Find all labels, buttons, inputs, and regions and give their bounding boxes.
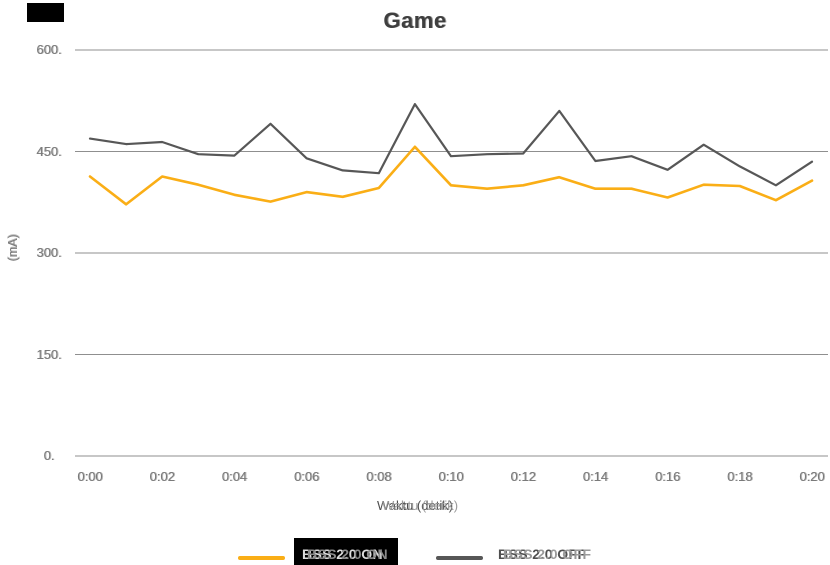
x-tick-label: 0:20 bbox=[799, 469, 825, 484]
x-tick-label: 0:12 bbox=[510, 469, 536, 484]
y-axis-title: (mA) bbox=[6, 234, 20, 262]
x-tick-label: 0:00 bbox=[77, 469, 103, 484]
series-line-off bbox=[88, 102, 814, 187]
black-artifact-box-legend bbox=[294, 538, 398, 565]
x-tick-label: 0:16 bbox=[654, 469, 681, 484]
black-artifact-box-top-left bbox=[27, 3, 64, 22]
legend-label-bss-off-text: BSS 2.0 OFF bbox=[498, 546, 587, 562]
x-tick-label: 0:10 bbox=[438, 469, 464, 484]
y-tick-label: 150. bbox=[36, 346, 62, 362]
chart-title: Game bbox=[383, 8, 447, 33]
x-tick-label: 0:08 bbox=[366, 469, 392, 484]
x-axis-title: Waktu (detik) Waktu (detik) bbox=[0, 498, 830, 514]
x-tick-label: 0:18 bbox=[727, 469, 753, 484]
y-tick-label: 300. bbox=[36, 245, 62, 260]
x-tick-label: 0:04 bbox=[221, 469, 248, 484]
x-axis-title-text: Waktu (detik) bbox=[376, 498, 454, 513]
legend-line-swatch-on bbox=[238, 556, 285, 560]
y-tick-label: 450. bbox=[36, 143, 62, 159]
legend-label-bss-on: BSS 2.0 ON BSS 2.0 ON bbox=[302, 546, 388, 563]
x-tick-label: 0:14 bbox=[582, 469, 609, 484]
legend-label-bss-off: BSS 2.0 OFF BSS 2.0 OFF bbox=[498, 546, 591, 563]
y-tick-label: 0. bbox=[43, 448, 55, 463]
x-tick-label: 0:06 bbox=[293, 469, 320, 484]
y-tick-label: 600. bbox=[36, 42, 62, 57]
legend-line-swatch-off bbox=[436, 556, 483, 560]
legend-label-bss-on-text: BSS 2.0 ON bbox=[302, 546, 384, 562]
x-tick-label: 0:02 bbox=[149, 469, 175, 484]
series-line-on bbox=[88, 145, 814, 206]
